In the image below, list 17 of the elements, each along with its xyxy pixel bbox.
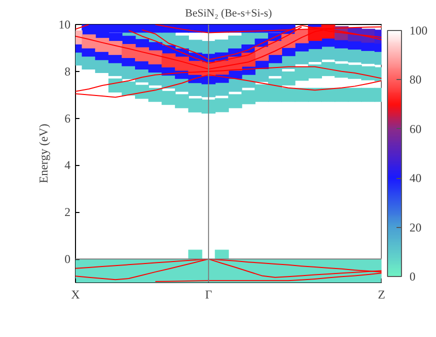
y-tick-label: 4	[64, 158, 70, 172]
y-tick-label: 8	[64, 64, 70, 78]
x-tick-label: Γ	[205, 288, 212, 302]
color-bar-label: 20	[410, 220, 422, 234]
color-bar-label: 60	[410, 122, 422, 136]
color-bar-label: 40	[410, 171, 422, 186]
color-bar-label: 100	[410, 24, 428, 38]
y-tick-label: 2	[64, 205, 70, 220]
x-tick-label: X	[71, 288, 80, 302]
chart-title: BeSiN₂ (Be-s+Si-s)	[185, 8, 272, 20]
y-axis-title: Energy (eV)	[36, 124, 50, 184]
y-tick-label: 10	[58, 18, 70, 32]
x-tick-label: Z	[378, 288, 386, 302]
color-bar-label: 0	[410, 270, 416, 284]
y-tick-label: 0	[64, 252, 70, 266]
color-bar-label: 80	[410, 72, 422, 87]
y-tick-label: 6	[64, 111, 70, 126]
